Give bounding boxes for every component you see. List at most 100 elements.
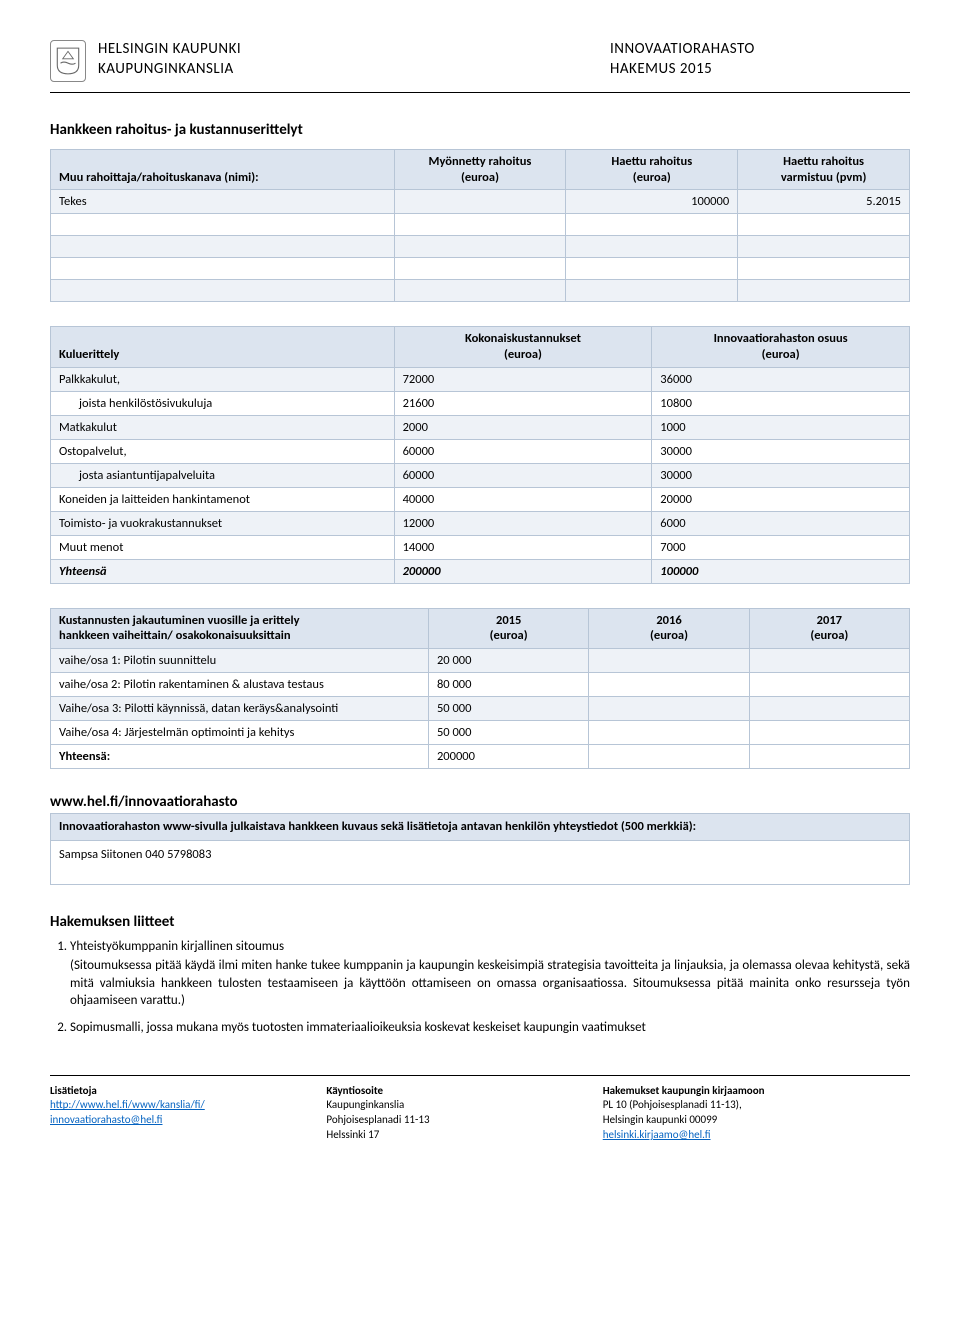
table-row [51,258,910,280]
footer-c2-title: Käyntiosoite [326,1084,562,1099]
val-2017 [749,672,909,696]
table-row [51,214,910,236]
val-2015: 50 000 [428,696,588,720]
table-row: Muut menot140007000 [51,535,910,559]
val-2015: 50 000 [428,720,588,744]
cost-share: 30000 [652,463,910,487]
val-2016 [589,672,749,696]
phase-label: Vaihe/osa 3: Pilotti käynnissä, datan ke… [51,696,429,720]
cost-share: 10800 [652,391,910,415]
table-total-row: Yhteensä: 200000 [51,744,910,768]
table-row [51,236,910,258]
col-confirm: Haettu rahoitus varmistuu (pvm) [738,150,910,190]
cost-total: 40000 [394,487,652,511]
total-2016 [589,744,749,768]
table-header-row: Kuluerittely Kokonaiskustannukset (euroa… [51,327,910,367]
attachment-1-desc: (Sitoumuksessa pitää käydä ilmi miten ha… [70,957,910,1010]
notebox-head: Innovaatiorahaston www-sivulla julkaista… [51,814,909,841]
attachment-item: Yhteistyökumppanin kirjallinen sitoumus … [70,939,910,1010]
cost-share: 7000 [652,535,910,559]
attachments-section: Hakemuksen liitteet Yhteistyökumppanin k… [50,913,910,1035]
col-2015: 2015 (euroa) [428,608,588,648]
table-row: josta asiantuntijapalveluita6000030000 [51,463,910,487]
val-2015: 20 000 [428,648,588,672]
table-row: Matkakulut20001000 [51,415,910,439]
col-phase: Kustannusten jakautuminen vuosille ja er… [51,608,429,648]
table-total-row: Yhteensä 200000 100000 [51,559,910,583]
attachment-2-label: Sopimusmalli, jossa mukana myös tuotoste… [70,1020,646,1035]
shield-boat-icon [55,46,81,76]
cost-label: joista henkilöstösivukuluja [51,391,395,415]
publish-info-box: Innovaatiorahaston www-sivulla julkaista… [50,813,910,885]
col-total: Kokonaiskustannukset (euroa) [394,327,652,367]
table-row: Palkkakulut,7200036000 [51,367,910,391]
val-2016 [589,696,749,720]
page-footer: Lisätietoja http://www.hel.fi/www/kansli… [50,1075,910,1143]
table-row: Vaihe/osa 3: Pilotti käynnissä, datan ke… [51,696,910,720]
col-2017: 2017 (euroa) [749,608,909,648]
cost-share: 6000 [652,511,910,535]
val-2015: 80 000 [428,672,588,696]
header-divider [50,92,910,93]
city-logo [50,40,86,82]
page-header: HELSINGIN KAUPUNKI KAUPUNGINKANSLIA INNO… [50,40,910,82]
applied-value: 100000 [566,190,738,214]
cost-total: 60000 [394,439,652,463]
cost-share: 20000 [652,487,910,511]
footer-link-website[interactable]: http://www.hel.fi/www/kanslia/fi/ [50,1098,205,1111]
total-2017 [749,744,909,768]
cost-share: 1000 [652,415,910,439]
attachment-item: Sopimusmalli, jossa mukana myös tuotoste… [70,1020,910,1035]
col-funder: Muu rahoittaja/rahoituskanava (nimi): [51,150,395,190]
cost-label: Palkkakulut, [51,367,395,391]
footer-c3-title: Hakemukset kaupungin kirjaamoon [603,1084,910,1099]
footer-link-email[interactable]: innovaatiorahasto@hel.fi [50,1113,163,1126]
footer-col-2: Käyntiosoite Kaupunginkanslia Pohjoisesp… [326,1084,562,1143]
col-costitem: Kuluerittely [51,327,395,367]
cost-total: 21600 [394,391,652,415]
val-2017 [749,720,909,744]
total-v1: 200000 [394,559,652,583]
footer-c3-l1: PL 10 (Pohjoisesplanadi 11-13), [603,1098,910,1113]
cost-share: 36000 [652,367,910,391]
cost-label: Matkakulut [51,415,395,439]
total-label: Yhteensä: [51,744,429,768]
footer-c2-l3: Helssinki 17 [326,1128,562,1143]
cost-label: josta asiantuntijapalveluita [51,463,395,487]
cost-label: Koneiden ja laitteiden hankintamenot [51,487,395,511]
table-row [51,280,910,302]
cost-label: Muut menot [51,535,395,559]
cost-table: Kuluerittely Kokonaiskustannukset (euroa… [50,326,910,583]
total-2015: 200000 [428,744,588,768]
col-fund-share: Innovaatiorahaston osuus (euroa) [652,327,910,367]
phase-label: vaihe/osa 1: Pilotin suunnittelu [51,648,429,672]
doc-line2: HAKEMUS 2015 [610,60,910,80]
doc-line1: INNOVAATIORAHASTO [610,40,910,60]
val-2017 [749,648,909,672]
phase-label: Vaihe/osa 4: Järjestelmän optimointi ja … [51,720,429,744]
footer-col-3: Hakemukset kaupungin kirjaamoon PL 10 (P… [603,1084,910,1143]
attachments-title: Hakemuksen liitteet [50,913,910,931]
footer-c2-l1: Kaupunginkanslia [326,1098,562,1113]
cost-total: 2000 [394,415,652,439]
cost-total: 60000 [394,463,652,487]
funder-name: Tekes [51,190,395,214]
footer-c2-l2: Pohjoisesplanadi 11-13 [326,1113,562,1128]
footer-c3-l2: Helsingin kaupunki 00099 [603,1113,910,1128]
attachment-1-label: Yhteistyökumppanin kirjallinen sitoumus [70,939,284,954]
header-org: HELSINGIN KAUPUNKI KAUPUNGINKANSLIA [98,40,598,79]
table-header-row: Muu rahoittaja/rahoituskanava (nimi): My… [51,150,910,190]
table-header-row: Kustannusten jakautuminen vuosille ja er… [51,608,910,648]
table-row: Toimisto- ja vuokrakustannukset120006000 [51,511,910,535]
footer-link-registry[interactable]: helsinki.kirjaamo@hel.fi [603,1128,711,1141]
phase-label: vaihe/osa 2: Pilotin rakentaminen & alus… [51,672,429,696]
notebox-url: www.hel.fi/innovaatiorahasto [50,793,910,811]
cost-total: 12000 [394,511,652,535]
confirm-value: 5.2015 [738,190,910,214]
header-doc: INNOVAATIORAHASTO HAKEMUS 2015 [610,40,910,79]
table-row: Tekes 100000 5.2015 [51,190,910,214]
notebox-body: Sampsa Siitonen 040 5798083 [51,841,909,884]
cost-label: Ostopalvelut, [51,439,395,463]
table-row: Vaihe/osa 4: Järjestelmän optimointi ja … [51,720,910,744]
footer-col-1: Lisätietoja http://www.hel.fi/www/kansli… [50,1084,286,1143]
